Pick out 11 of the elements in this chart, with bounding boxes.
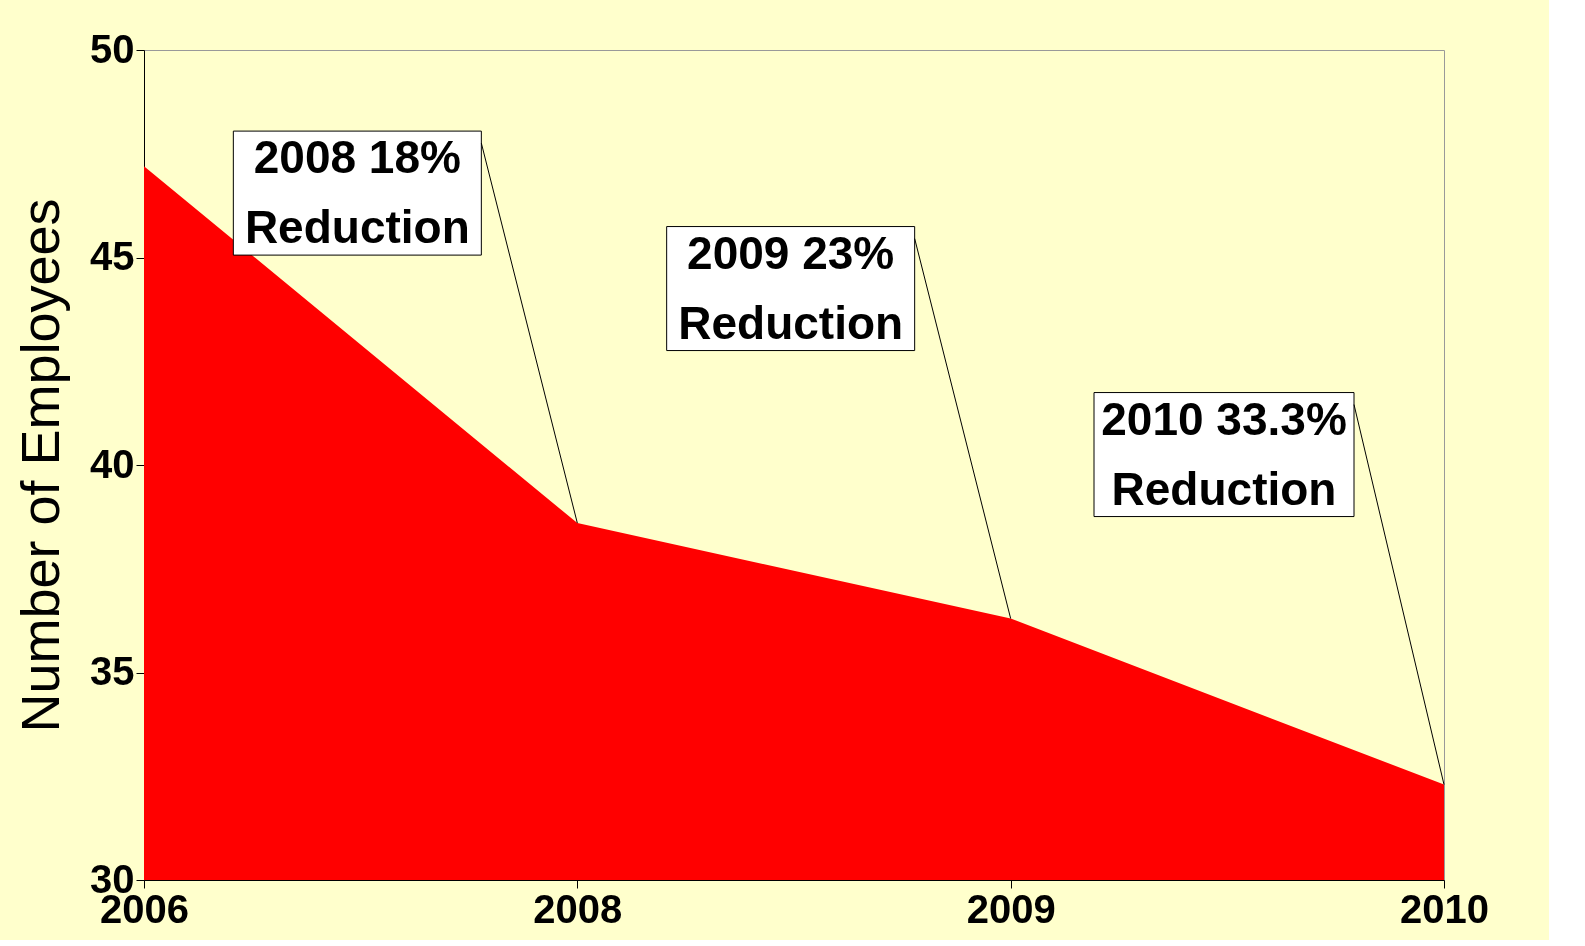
y-tick-label: 40: [90, 441, 135, 486]
annotation: 2010 33.3% Reduction: [1101, 392, 1347, 515]
x-tick-label: 2009: [966, 886, 1056, 931]
y-tick-label: 50: [90, 26, 135, 71]
annotation: 2009 23% Reduction: [678, 226, 904, 349]
x-tick-label: 2010: [1400, 886, 1489, 931]
x-tick-label: 2008: [533, 886, 623, 931]
annotation: 2008 18% Reduction: [244, 131, 470, 254]
y-axis-title: Number of Employees: [10, 198, 71, 733]
y-tick-label: 45: [90, 234, 135, 278]
y-tick-label: 35: [90, 649, 135, 693]
